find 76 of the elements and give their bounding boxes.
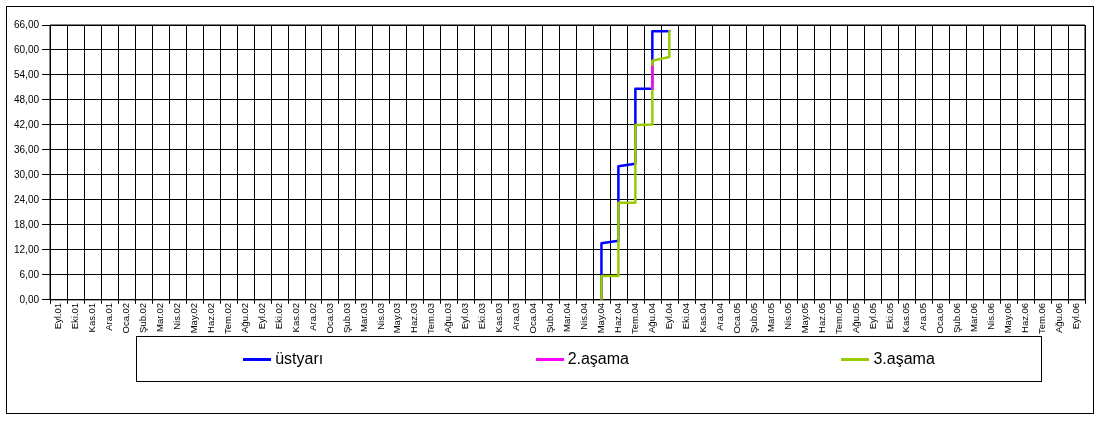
x-tick-label: Oca.04 bbox=[527, 302, 539, 334]
y-tick-label: 54,00 bbox=[13, 68, 40, 80]
x-tick-label: Eki.02 bbox=[272, 302, 284, 330]
x-tick-label: Haz.06 bbox=[1019, 302, 1031, 333]
x-tick-label: Nis.03 bbox=[374, 302, 386, 330]
x-tick-label: Ağu.06 bbox=[1053, 302, 1065, 333]
y-tick-label: 30,00 bbox=[13, 168, 40, 180]
x-tick-label: May.03 bbox=[391, 302, 403, 334]
x-tick-label: Şub.02 bbox=[136, 302, 148, 333]
x-tick-label: Haz.03 bbox=[408, 302, 420, 333]
y-tick-label: 36,00 bbox=[13, 143, 40, 155]
x-tick-label: Mar.02 bbox=[153, 302, 165, 332]
x-tick-label: Haz.02 bbox=[204, 302, 216, 333]
x-tick-label: Kas.01 bbox=[86, 302, 98, 333]
x-tick-label: Tem.03 bbox=[425, 302, 437, 334]
y-tick-label: 42,00 bbox=[13, 118, 40, 130]
y-tick-label: 0,00 bbox=[19, 293, 40, 305]
x-tick-label: Haz.04 bbox=[612, 302, 624, 333]
x-tick-label: May.02 bbox=[187, 302, 199, 334]
x-tick-label: Ara.05 bbox=[917, 302, 929, 331]
x-tick-label: Eki.01 bbox=[69, 302, 81, 330]
legend-label: 2.aşama bbox=[567, 350, 629, 368]
x-tick-label: Oca.02 bbox=[120, 302, 131, 334]
x-tick-label: Kas.02 bbox=[289, 302, 301, 333]
x-tick-label: Kas.04 bbox=[696, 302, 708, 333]
x-tick-label: Oca.03 bbox=[323, 302, 335, 334]
x-tick-label: Nis.04 bbox=[578, 302, 590, 330]
x-tick-label: Tem.06 bbox=[1036, 302, 1048, 334]
x-tick-label: Eyl.04 bbox=[662, 302, 674, 330]
x-tick-label: Eki.05 bbox=[883, 302, 895, 330]
y-tick-label: 6,00 bbox=[19, 268, 40, 280]
x-tick-label: Mar.06 bbox=[968, 302, 980, 332]
x-tick-label: Nis.05 bbox=[781, 302, 793, 330]
x-tick-label: Oca.05 bbox=[730, 302, 742, 334]
x-tick-label: Tem.05 bbox=[832, 302, 844, 334]
y-tick-label: 18,00 bbox=[13, 218, 40, 230]
x-tick-label: Kas.05 bbox=[900, 302, 912, 333]
x-tick-label: Oca.06 bbox=[934, 302, 946, 334]
x-tick-label: May.06 bbox=[1002, 302, 1014, 334]
y-tick-label: 12,00 bbox=[13, 243, 40, 255]
x-tick-label: May.04 bbox=[595, 302, 607, 334]
x-tick-label: Ağu.02 bbox=[238, 302, 250, 333]
x-tick-label: Ara.01 bbox=[103, 302, 115, 331]
x-tick-label: Ara.02 bbox=[306, 302, 318, 331]
x-tick-label: Şub.05 bbox=[747, 302, 759, 333]
x-tick-label: Haz.05 bbox=[815, 302, 827, 333]
x-tick-label: Ağu.04 bbox=[645, 302, 657, 333]
x-tick-label: Kas.03 bbox=[493, 302, 505, 333]
x-tick-label: Eyl.02 bbox=[255, 302, 267, 330]
x-tick-label: Şub.04 bbox=[544, 302, 556, 333]
x-tick-label: Eyl.03 bbox=[459, 302, 471, 330]
x-tick-label: Mar.03 bbox=[357, 302, 369, 332]
y-tick-label: 24,00 bbox=[13, 193, 40, 205]
x-tick-label: Eyl.06 bbox=[1070, 302, 1082, 330]
y-tick-label: 66,00 bbox=[13, 18, 40, 30]
y-tick-label: 60,00 bbox=[13, 43, 40, 55]
x-tick-label: Şub.03 bbox=[340, 302, 352, 333]
x-tick-label: Ara.04 bbox=[713, 302, 725, 331]
y-tick-label: 48,00 bbox=[13, 93, 40, 105]
legend-label: üstyarı bbox=[275, 350, 324, 368]
x-tick-label: Ara.03 bbox=[510, 302, 522, 331]
x-tick-label: Tem.02 bbox=[221, 302, 233, 334]
x-tick-label: Eyl.05 bbox=[866, 302, 878, 330]
x-tick-label: Ağu.05 bbox=[849, 302, 861, 333]
x-tick-label: Eki.03 bbox=[476, 302, 488, 330]
x-tick-label: Eki.04 bbox=[679, 302, 691, 330]
x-tick-label: Şub.06 bbox=[951, 302, 963, 333]
x-tick-label: May.05 bbox=[798, 302, 810, 334]
legend-label: 3.aşama bbox=[873, 350, 935, 368]
x-tick-label: Tem.04 bbox=[629, 302, 640, 334]
x-tick-label: Eyl.01 bbox=[52, 302, 64, 330]
x-tick-label: Nis.02 bbox=[170, 302, 182, 330]
x-tick-label: Nis.06 bbox=[985, 302, 997, 330]
x-tick-label: Ağu.03 bbox=[442, 302, 454, 333]
x-tick-label: Mar.05 bbox=[764, 302, 776, 332]
x-tick-label: Mar.04 bbox=[561, 302, 573, 332]
